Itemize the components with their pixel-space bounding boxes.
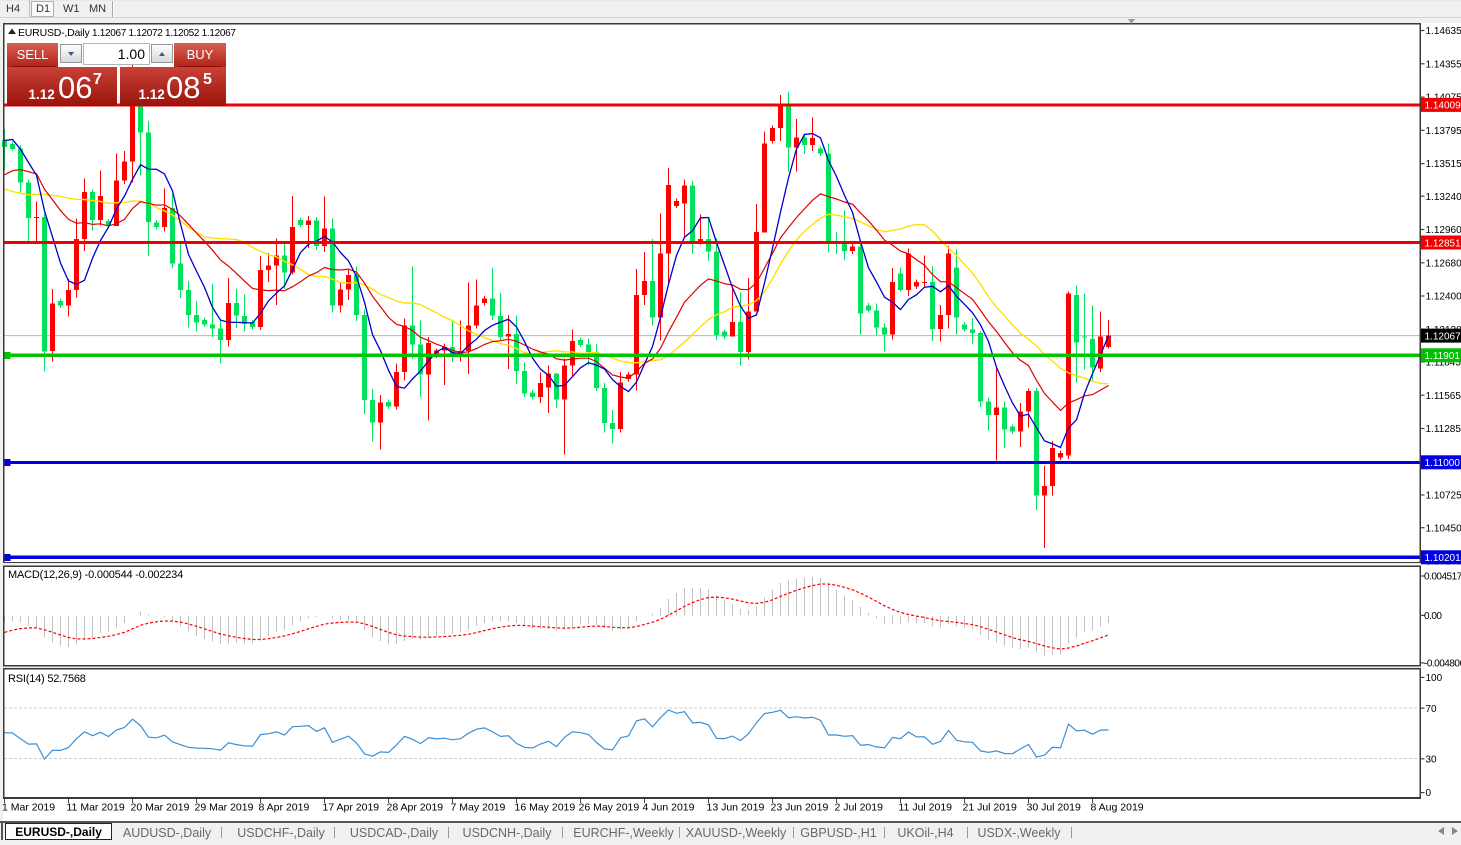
- svg-text:4 Jun 2019: 4 Jun 2019: [643, 802, 695, 814]
- svg-text:1.12851: 1.12851: [1425, 238, 1461, 249]
- svg-text:1.13240: 1.13240: [1426, 192, 1461, 203]
- svg-text:1.12067: 1.12067: [1425, 331, 1461, 342]
- svg-text:RSI(14) 52.7568: RSI(14) 52.7568: [8, 673, 86, 685]
- svg-text:1 Mar 2019: 1 Mar 2019: [2, 802, 55, 814]
- svg-text:23 Jun 2019: 23 Jun 2019: [771, 802, 829, 814]
- svg-text:21 Jul 2019: 21 Jul 2019: [963, 802, 1017, 814]
- svg-text:1.13515: 1.13515: [1426, 159, 1461, 170]
- svg-text:30: 30: [1426, 754, 1438, 765]
- svg-text:1.11285: 1.11285: [1426, 424, 1461, 435]
- svg-text:-0.004806: -0.004806: [1424, 659, 1461, 670]
- svg-text:17 Apr 2019: 17 Apr 2019: [323, 802, 380, 814]
- svg-text:1.10450: 1.10450: [1426, 523, 1461, 534]
- svg-text:1.10725: 1.10725: [1426, 491, 1461, 502]
- svg-text:13 Jun 2019: 13 Jun 2019: [707, 802, 765, 814]
- svg-text:100: 100: [1426, 673, 1443, 684]
- svg-text:1.14635: 1.14635: [1426, 26, 1461, 37]
- svg-text:30 Jul 2019: 30 Jul 2019: [1027, 802, 1081, 814]
- svg-text:8 Apr 2019: 8 Apr 2019: [259, 802, 310, 814]
- svg-text:1.14009: 1.14009: [1425, 101, 1461, 112]
- svg-text:11 Mar 2019: 11 Mar 2019: [67, 802, 125, 814]
- svg-text:70: 70: [1426, 704, 1438, 715]
- svg-text:1.11845: 1.11845: [1426, 358, 1461, 369]
- svg-text:1.14355: 1.14355: [1426, 59, 1461, 70]
- svg-text:0.00: 0.00: [1424, 611, 1442, 622]
- svg-text:16 May 2019: 16 May 2019: [515, 802, 576, 814]
- svg-text:8 Aug 2019: 8 Aug 2019: [1091, 802, 1144, 814]
- svg-text:1.10201: 1.10201: [1425, 553, 1461, 564]
- svg-text:1.12680: 1.12680: [1426, 258, 1461, 269]
- svg-text:1.12960: 1.12960: [1426, 225, 1461, 236]
- svg-text:EURUSD-,Daily: EURUSD-,Daily: [18, 27, 90, 39]
- svg-text:0: 0: [1426, 788, 1432, 799]
- svg-text:7 May 2019: 7 May 2019: [451, 802, 506, 814]
- svg-text:0.004517: 0.004517: [1424, 572, 1461, 583]
- svg-text:28 Apr 2019: 28 Apr 2019: [387, 802, 444, 814]
- svg-text:MACD(12,26,9) -0.000544 -0.002: MACD(12,26,9) -0.000544 -0.002234: [8, 569, 183, 581]
- svg-text:1.12400: 1.12400: [1426, 292, 1461, 303]
- svg-text:2 Jul 2019: 2 Jul 2019: [835, 802, 884, 814]
- svg-text:1.11565: 1.11565: [1426, 391, 1461, 402]
- svg-text:26 May 2019: 26 May 2019: [579, 802, 640, 814]
- svg-text:1.12067 1.12072 1.12052 1.1206: 1.12067 1.12072 1.12052 1.12067: [92, 28, 236, 39]
- svg-text:11 Jul 2019: 11 Jul 2019: [899, 802, 953, 814]
- svg-text:1.11000: 1.11000: [1425, 458, 1461, 469]
- svg-text:1.11901: 1.11901: [1425, 351, 1461, 362]
- svg-text:29 Mar 2019: 29 Mar 2019: [195, 802, 254, 814]
- svg-text:20 Mar 2019: 20 Mar 2019: [131, 802, 190, 814]
- svg-text:1.13795: 1.13795: [1426, 126, 1461, 137]
